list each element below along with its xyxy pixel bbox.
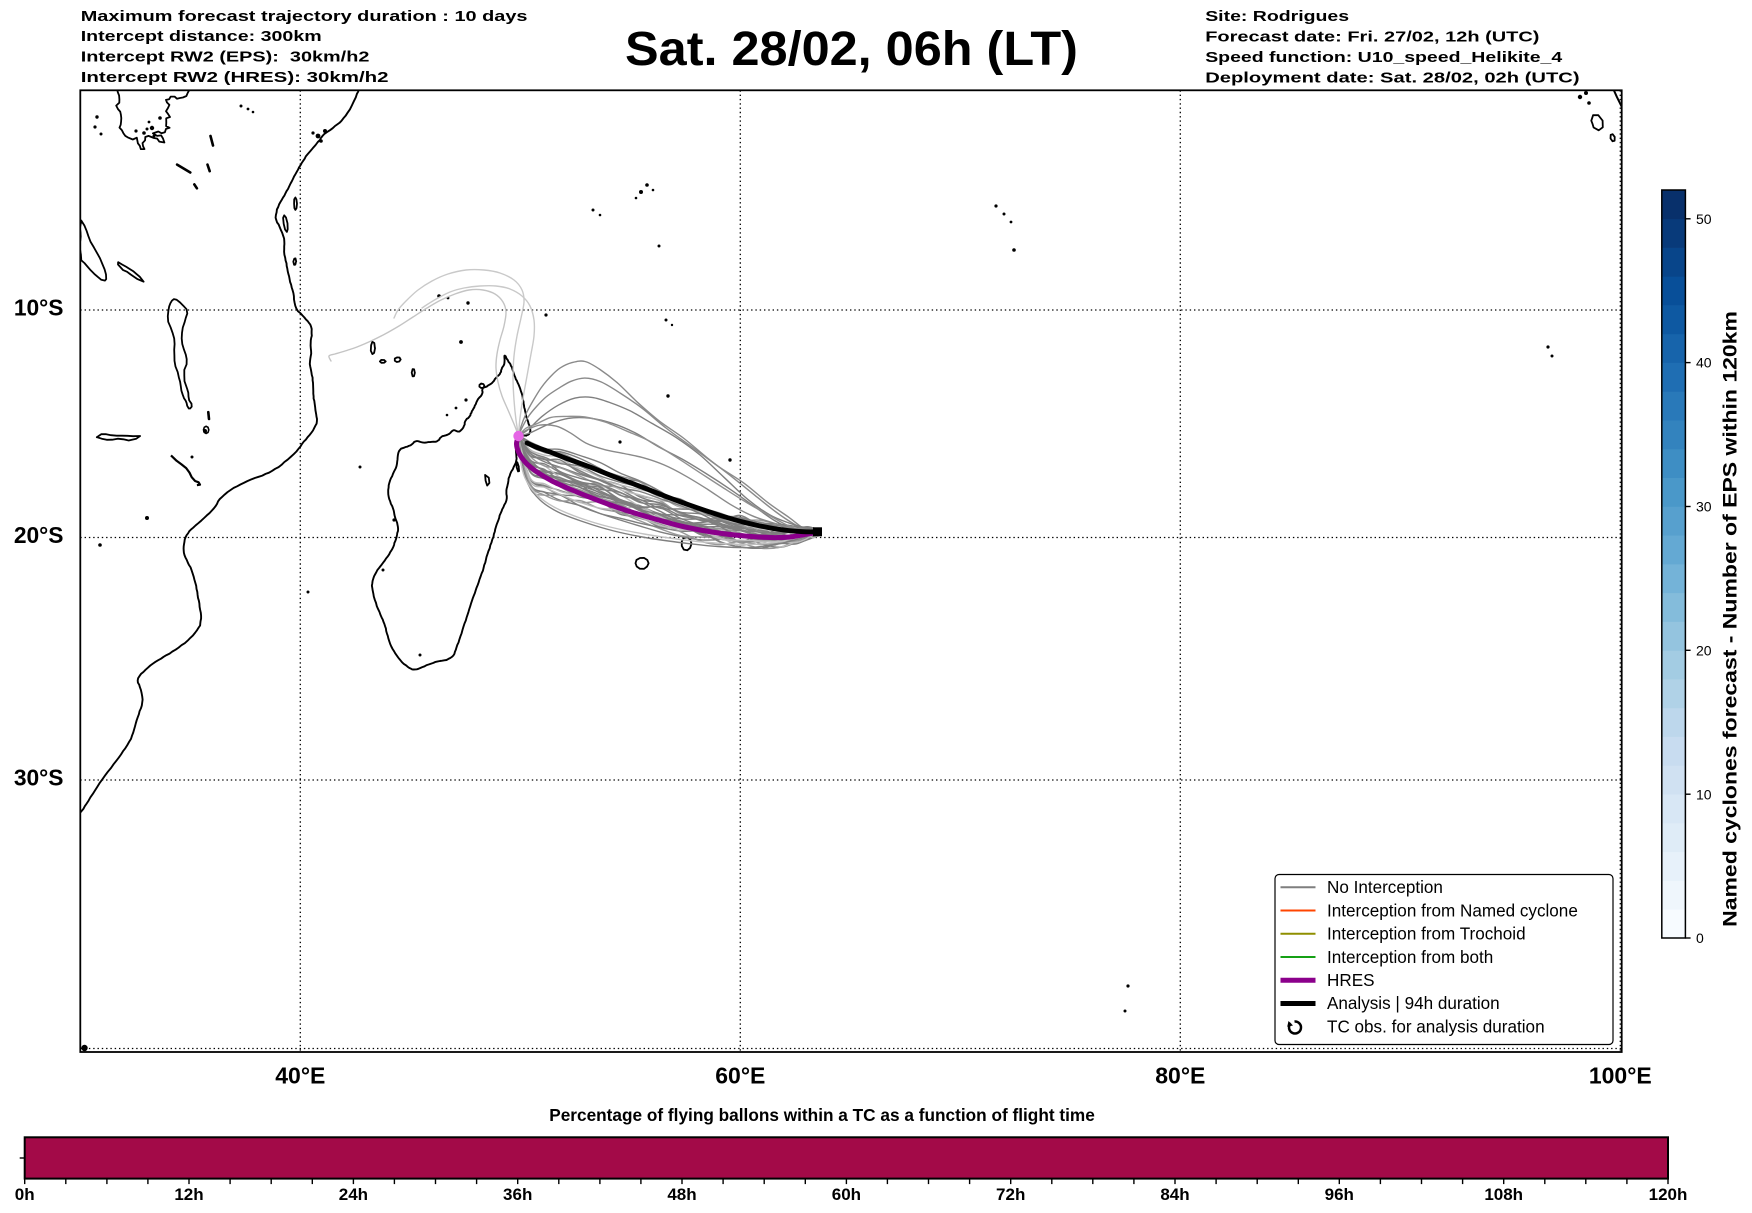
svg-text:12h: 12h bbox=[174, 1185, 203, 1204]
svg-text:84h: 84h bbox=[1160, 1185, 1189, 1204]
svg-text:Interception from both: Interception from both bbox=[1327, 948, 1493, 967]
svg-text:108h: 108h bbox=[1484, 1185, 1523, 1204]
svg-text:40°E: 40°E bbox=[275, 1062, 325, 1088]
svg-text:20°S: 20°S bbox=[14, 522, 64, 548]
svg-text:48h: 48h bbox=[667, 1185, 696, 1204]
svg-text:Interception from Trochoid: Interception from Trochoid bbox=[1327, 925, 1526, 944]
svg-text:Percentage of flying ballons w: Percentage of flying ballons within a TC… bbox=[549, 1105, 1095, 1125]
svg-text:Forecast date: Fri. 27/02, 12h: Forecast date: Fri. 27/02, 12h (UTC) bbox=[1205, 28, 1539, 45]
svg-text:Site: Rodrigues: Site: Rodrigues bbox=[1205, 7, 1349, 24]
svg-text:60°E: 60°E bbox=[715, 1062, 765, 1088]
svg-text:100°E: 100°E bbox=[1589, 1062, 1652, 1088]
svg-text:Analysis | 94h duration: Analysis | 94h duration bbox=[1327, 994, 1500, 1013]
svg-text:96h: 96h bbox=[1325, 1185, 1354, 1204]
svg-text:10°S: 10°S bbox=[14, 295, 64, 321]
svg-text:20: 20 bbox=[1696, 642, 1712, 658]
svg-text:30°S: 30°S bbox=[14, 765, 64, 791]
svg-text:24h: 24h bbox=[339, 1185, 368, 1204]
svg-text:10: 10 bbox=[1696, 786, 1712, 802]
svg-text:80°E: 80°E bbox=[1155, 1062, 1205, 1088]
svg-text:36h: 36h bbox=[503, 1185, 532, 1204]
svg-text:72h: 72h bbox=[996, 1185, 1025, 1204]
svg-text:0: 0 bbox=[1696, 930, 1704, 946]
svg-text:Named cyclones forecast - Numb: Named cyclones forecast - Number of EPS … bbox=[1719, 311, 1741, 927]
svg-text:TC obs. for analysis duration: TC obs. for analysis duration bbox=[1327, 1018, 1545, 1037]
svg-text:60h: 60h bbox=[832, 1185, 861, 1204]
svg-text:0h: 0h bbox=[15, 1185, 35, 1204]
svg-text:50: 50 bbox=[1696, 211, 1712, 227]
svg-text:Intercept distance: 300km: Intercept distance: 300km bbox=[81, 28, 322, 45]
svg-text:30: 30 bbox=[1696, 499, 1712, 515]
svg-text:No Interception: No Interception bbox=[1327, 878, 1443, 897]
svg-text:HRES: HRES bbox=[1327, 971, 1375, 990]
svg-text:Speed function: U10_speed_Heli: Speed function: U10_speed_Helikite_4 bbox=[1205, 48, 1563, 65]
svg-text:Sat. 28/02, 06h (LT): Sat. 28/02, 06h (LT) bbox=[625, 22, 1078, 76]
svg-text:Intercept RW2 (HRES): 30km/h2: Intercept RW2 (HRES): 30km/h2 bbox=[81, 69, 389, 85]
svg-text:Deployment date: Sat. 28/02, 0: Deployment date: Sat. 28/02, 02h (UTC) bbox=[1205, 69, 1579, 86]
svg-text:Intercept RW2 (EPS): 30km/h2: Intercept RW2 (EPS): 30km/h2 bbox=[81, 48, 370, 65]
svg-text:120h: 120h bbox=[1649, 1185, 1688, 1204]
svg-text:Maximum forecast trajectory du: Maximum forecast trajectory duration : 1… bbox=[81, 7, 528, 24]
svg-text:40: 40 bbox=[1696, 355, 1712, 371]
svg-text:Interception from Named cyclon: Interception from Named cyclone bbox=[1327, 901, 1578, 920]
